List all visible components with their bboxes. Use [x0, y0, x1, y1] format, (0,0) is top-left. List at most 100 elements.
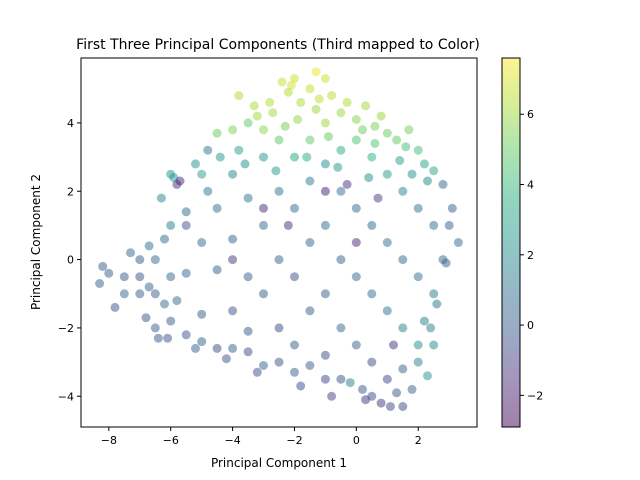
scatter-point	[150, 323, 160, 333]
colorbar-tick-label: 0	[527, 319, 534, 332]
y-tick-label: −4	[58, 390, 74, 403]
scatter-point	[153, 333, 163, 343]
scatter-point	[324, 132, 333, 142]
scatter-point	[259, 220, 268, 230]
scatter-point	[382, 238, 392, 247]
scatter-point	[432, 299, 442, 309]
scatter-point	[166, 272, 176, 282]
y-tick-label: −2	[58, 322, 74, 335]
scatter-point	[175, 176, 185, 186]
scatter-point	[221, 354, 231, 364]
scatter-point	[296, 97, 306, 107]
y-axis-ticks: −4 −2 0 2 4	[58, 117, 81, 403]
scatter-point	[336, 323, 346, 333]
scatter-point	[212, 265, 222, 275]
scatter-point	[302, 152, 312, 162]
scatter-point	[305, 84, 315, 94]
scatter-point	[305, 176, 315, 186]
scatter-point	[327, 391, 337, 401]
scatter-point	[271, 166, 281, 176]
scatter-point	[351, 340, 361, 350]
scatter-point	[259, 203, 268, 213]
colorbar-tick-label: 4	[527, 179, 534, 192]
scatter-point	[361, 395, 371, 405]
scatter-point	[150, 289, 160, 299]
scatter-point	[181, 268, 191, 278]
scatter-point	[135, 272, 145, 282]
scatter-point	[181, 220, 191, 230]
scatter-point	[413, 340, 423, 350]
scatter-point	[203, 186, 213, 196]
scatter-point	[243, 272, 253, 282]
scatter-point	[336, 108, 346, 118]
scatter-point	[373, 193, 383, 203]
scatter-point	[228, 125, 238, 135]
scatter-point	[228, 234, 238, 244]
scatter-point	[110, 302, 120, 312]
scatter-point	[320, 350, 330, 360]
scatter-point	[197, 169, 207, 179]
scatter-point	[268, 108, 278, 118]
scatter-point	[166, 316, 176, 326]
scatter-point	[144, 241, 154, 251]
scatter-point	[336, 145, 346, 155]
scatter-point	[160, 234, 169, 244]
scatter-point	[419, 159, 429, 169]
scatter-point	[243, 326, 253, 336]
scatter-point	[274, 323, 284, 333]
scatter-point	[119, 272, 129, 282]
scatter-point	[453, 238, 463, 247]
scatter-point	[259, 289, 268, 299]
scatter-point	[351, 238, 361, 247]
scatter-point	[274, 255, 284, 265]
scatter-point	[98, 261, 108, 271]
colorbar-tick-label: −2	[527, 389, 543, 402]
scatter-point	[144, 282, 154, 292]
scatter-point	[376, 398, 386, 408]
scatter-point	[160, 299, 169, 309]
scatter-point	[290, 152, 299, 162]
scatter-point	[135, 289, 145, 299]
scatter-point	[197, 309, 207, 319]
scatter-point	[283, 220, 293, 230]
scatter-point	[407, 169, 417, 179]
scatter-point	[135, 255, 145, 265]
scatter-points	[95, 67, 463, 411]
scatter-point	[413, 203, 423, 213]
scatter-point	[367, 220, 377, 230]
scatter-point	[234, 145, 244, 155]
scatter-point	[423, 371, 432, 381]
scatter-point	[404, 125, 414, 135]
scatter-point	[342, 97, 352, 107]
scatter-point	[358, 384, 367, 394]
scatter-point	[320, 186, 330, 196]
scatter-point	[259, 361, 268, 370]
scatter-point	[351, 203, 361, 213]
scatter-point	[305, 306, 315, 316]
scatter-point	[277, 77, 287, 87]
scatter-point	[283, 87, 293, 97]
scatter-point	[119, 289, 129, 299]
scatter-point	[392, 388, 402, 398]
scatter-point	[385, 402, 395, 411]
x-tick-label: 0	[353, 434, 360, 447]
scatter-point	[320, 118, 330, 128]
scatter-point	[163, 333, 173, 343]
scatter-point	[249, 101, 259, 111]
scatter-point	[419, 316, 429, 326]
scatter-point	[305, 135, 315, 145]
scatter-point	[166, 220, 176, 230]
scatter-point	[413, 272, 423, 282]
x-tick-label: −2	[286, 434, 302, 447]
scatter-point	[320, 159, 330, 169]
scatter-point	[181, 207, 191, 217]
scatter-point	[382, 128, 392, 138]
scatter-point	[429, 166, 439, 176]
scatter-point	[141, 313, 151, 323]
scatter-point	[398, 364, 408, 374]
scatter-point	[290, 203, 299, 213]
scatter-point	[398, 323, 408, 333]
scatter-point	[197, 238, 207, 247]
scatter-point	[203, 145, 213, 155]
scatter-point	[274, 357, 284, 367]
